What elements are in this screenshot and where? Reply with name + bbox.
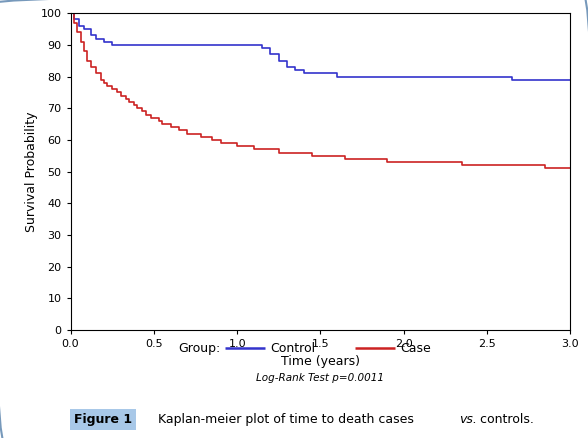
Text: Control: Control <box>270 342 316 354</box>
Text: Kaplan-meier plot of time to death cases: Kaplan-meier plot of time to death cases <box>158 413 418 426</box>
Text: Case: Case <box>400 342 431 354</box>
Text: vs.: vs. <box>459 413 477 426</box>
X-axis label: Time (years): Time (years) <box>281 355 360 368</box>
Text: Log-Rank Test p=0.0011: Log-Rank Test p=0.0011 <box>256 373 385 383</box>
Text: Group:: Group: <box>178 342 220 354</box>
Y-axis label: Survival Probability: Survival Probability <box>25 111 38 232</box>
Text: Figure 1: Figure 1 <box>74 413 132 426</box>
Text: controls.: controls. <box>476 413 534 426</box>
